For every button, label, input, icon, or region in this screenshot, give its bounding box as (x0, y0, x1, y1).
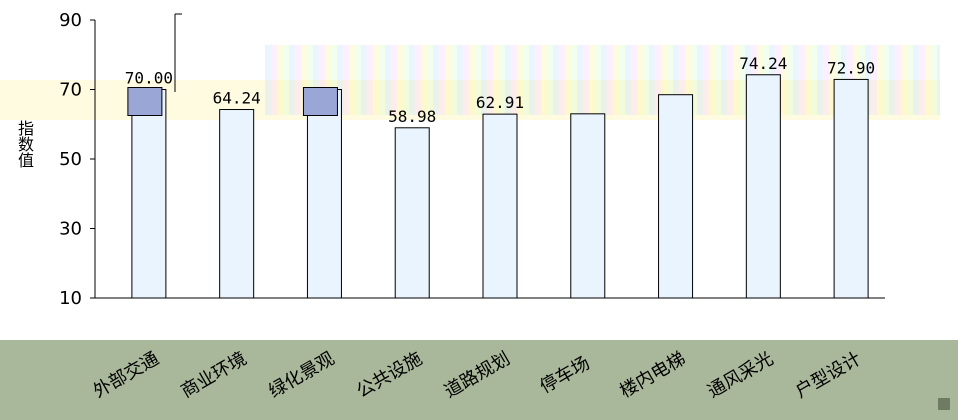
bar (219, 109, 255, 299)
y-tick-label: 90 (59, 10, 82, 31)
category-label: 楼内电梯 (616, 348, 689, 402)
category-label: 户型设计 (792, 348, 865, 402)
category-label: 商业环境 (177, 348, 250, 402)
category-label: 外部交通 (90, 348, 163, 402)
category-label: 绿化景观 (265, 348, 338, 402)
data-label: 58.98 (388, 107, 436, 126)
corner-marker (938, 398, 950, 410)
data-label: 74.24 (739, 54, 787, 73)
bar (482, 113, 518, 299)
chart-footer-band (0, 340, 958, 420)
y-tick-label: 10 (59, 288, 82, 309)
y-tick-label: 30 (59, 219, 82, 240)
category-label: 公共设施 (353, 348, 426, 402)
data-label: 62.91 (476, 93, 524, 112)
data-label: 72.90 (827, 58, 875, 77)
category-label: 道路规划 (441, 348, 514, 402)
category-label: 通风采光 (704, 348, 777, 402)
data-label: 70.00 (125, 69, 173, 88)
bar (570, 113, 606, 299)
bar (306, 89, 342, 299)
bar (833, 78, 869, 299)
bar (745, 74, 781, 299)
chart-background-top (0, 0, 958, 80)
y-tick-label: 50 (59, 149, 82, 170)
bar-highlight (302, 87, 338, 116)
y-axis-label: 指数值 (15, 120, 34, 168)
y-tick-label: 70 (59, 80, 82, 101)
bar-highlight (127, 87, 163, 116)
category-label: 停车场 (536, 353, 593, 398)
image-artifact-strip (265, 45, 940, 115)
data-label: 64.24 (213, 89, 261, 108)
bar (131, 89, 167, 299)
bar (394, 127, 430, 299)
bar (658, 94, 694, 299)
